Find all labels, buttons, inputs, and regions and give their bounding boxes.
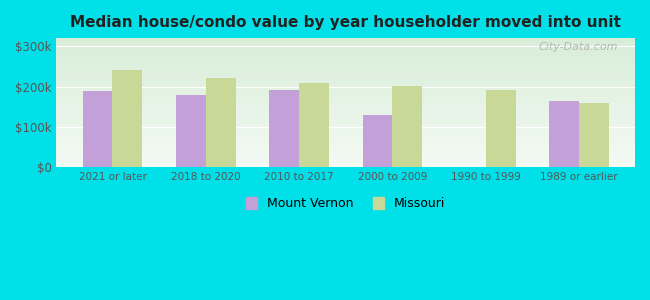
Title: Median house/condo value by year householder moved into unit: Median house/condo value by year househo… xyxy=(70,15,621,30)
Legend: Mount Vernon, Missouri: Mount Vernon, Missouri xyxy=(241,192,450,215)
Bar xyxy=(579,103,609,167)
Bar xyxy=(486,90,515,167)
Bar xyxy=(549,101,579,167)
Bar xyxy=(393,86,422,167)
Bar xyxy=(83,91,112,167)
Bar xyxy=(363,115,393,167)
Bar xyxy=(206,78,236,167)
Bar xyxy=(299,83,329,167)
Bar xyxy=(269,90,299,167)
Bar xyxy=(112,70,142,167)
Text: City-Data.com: City-Data.com xyxy=(538,42,617,52)
Bar xyxy=(176,95,206,167)
